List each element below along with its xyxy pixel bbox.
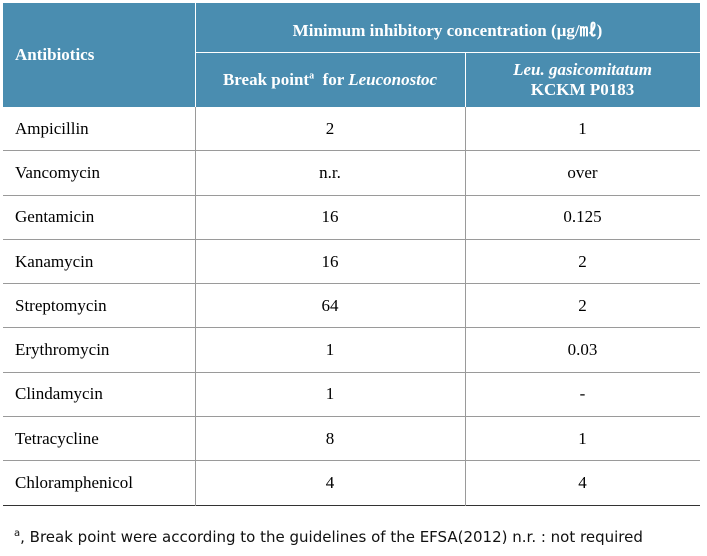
- header-divider: [195, 52, 700, 53]
- table-cell: 4: [465, 461, 700, 506]
- cell-text: 16: [321, 251, 339, 271]
- table-cell: 4: [195, 461, 465, 506]
- header-text: Break point: [222, 70, 310, 89]
- cell-text: Ampicillin: [15, 118, 89, 138]
- table-cell: Tetracycline: [3, 417, 195, 462]
- column-divider: [465, 107, 466, 506]
- cell-text: -: [579, 384, 586, 404]
- table-cell: 1: [195, 329, 465, 373]
- table-cell: Chloramphenicol: [3, 461, 195, 506]
- table-cell: 1: [195, 373, 465, 418]
- header-text: Leu. gasicomitatum: [513, 60, 652, 79]
- header-divider: [195, 3, 196, 107]
- cell-text: 4: [578, 473, 587, 493]
- cell-text: 2: [578, 251, 587, 271]
- table-cell: 0.03: [465, 329, 700, 373]
- footnote-text: , Break point were according to the guid…: [20, 528, 643, 546]
- cell-text: Clindamycin: [15, 384, 103, 404]
- superscript: a: [309, 70, 315, 82]
- cell-text: 2: [325, 118, 335, 138]
- table-cell: 1: [465, 107, 700, 152]
- table-cell: 8: [195, 417, 465, 462]
- cell-text: 4: [325, 473, 335, 493]
- table-cell: 16: [195, 240, 465, 285]
- table-cell: Vancomycin: [3, 151, 195, 196]
- table-cell: n.r.: [195, 151, 465, 196]
- cell-text: Vancomycin: [15, 162, 100, 182]
- cell-text: 0.03: [567, 340, 598, 360]
- cell-text: Erythromycin: [15, 340, 110, 360]
- table-cell: Erythromycin: [3, 329, 195, 373]
- header-cell: Minimum inhibitory concentration (µg/㎖): [195, 3, 700, 53]
- table-cell: Streptomycin: [3, 284, 195, 329]
- cell-text: 1: [325, 340, 335, 360]
- cell-text: over: [567, 162, 598, 182]
- cell-text: Streptomycin: [15, 295, 107, 315]
- table-cell: Gentamicin: [3, 196, 195, 240]
- header-text: for: [322, 70, 344, 89]
- table-cell: 2: [465, 284, 700, 329]
- header-divider: [465, 53, 466, 107]
- cell-text: Tetracycline: [15, 428, 99, 448]
- cell-text: n.r.: [319, 162, 341, 182]
- table-cell: Clindamycin: [3, 373, 195, 418]
- cell-text: 2: [578, 295, 587, 315]
- table-cell: 2: [465, 240, 700, 285]
- table-cell: 2: [195, 107, 465, 152]
- header-text: KCKM P0183: [530, 80, 635, 99]
- header-cell: Leu. gasicomitatum KCKM P0183: [465, 53, 700, 107]
- cell-text: Gentamicin: [15, 207, 95, 227]
- cell-text: Chloramphenicol: [15, 473, 134, 493]
- table-cell: 64: [195, 284, 465, 329]
- table-cell: 16: [195, 196, 465, 240]
- footnote: a, Break point were according to the gui…: [14, 528, 643, 546]
- table-cell: -: [465, 373, 700, 418]
- header-text: Leuconostoc: [348, 70, 438, 89]
- cell-text: 64: [321, 295, 339, 315]
- table-cell: Kanamycin: [3, 240, 195, 285]
- cell-text: 1: [578, 428, 587, 448]
- table-cell: 1: [465, 417, 700, 462]
- column-divider: [195, 107, 196, 506]
- header-cell: Break pointa for Leuconostoc: [195, 53, 465, 107]
- header-cell: Antibiotics: [3, 3, 195, 107]
- header-text: Antibiotics: [15, 45, 95, 64]
- table-cell: 0.125: [465, 196, 700, 240]
- superscript: a: [14, 528, 21, 539]
- header-text: Break pointa for Leuconostoc: [223, 70, 437, 90]
- cell-text: 16: [321, 207, 339, 227]
- table-cell: over: [465, 151, 700, 196]
- header-text: Minimum inhibitory concentration (µg/㎖): [292, 20, 603, 40]
- cell-text: 1: [325, 384, 335, 404]
- cell-text: 0.125: [563, 207, 602, 227]
- table-cell: Ampicillin: [3, 107, 195, 152]
- cell-text: Kanamycin: [15, 251, 94, 271]
- cell-text: 1: [578, 118, 587, 138]
- cell-text: 8: [325, 428, 335, 448]
